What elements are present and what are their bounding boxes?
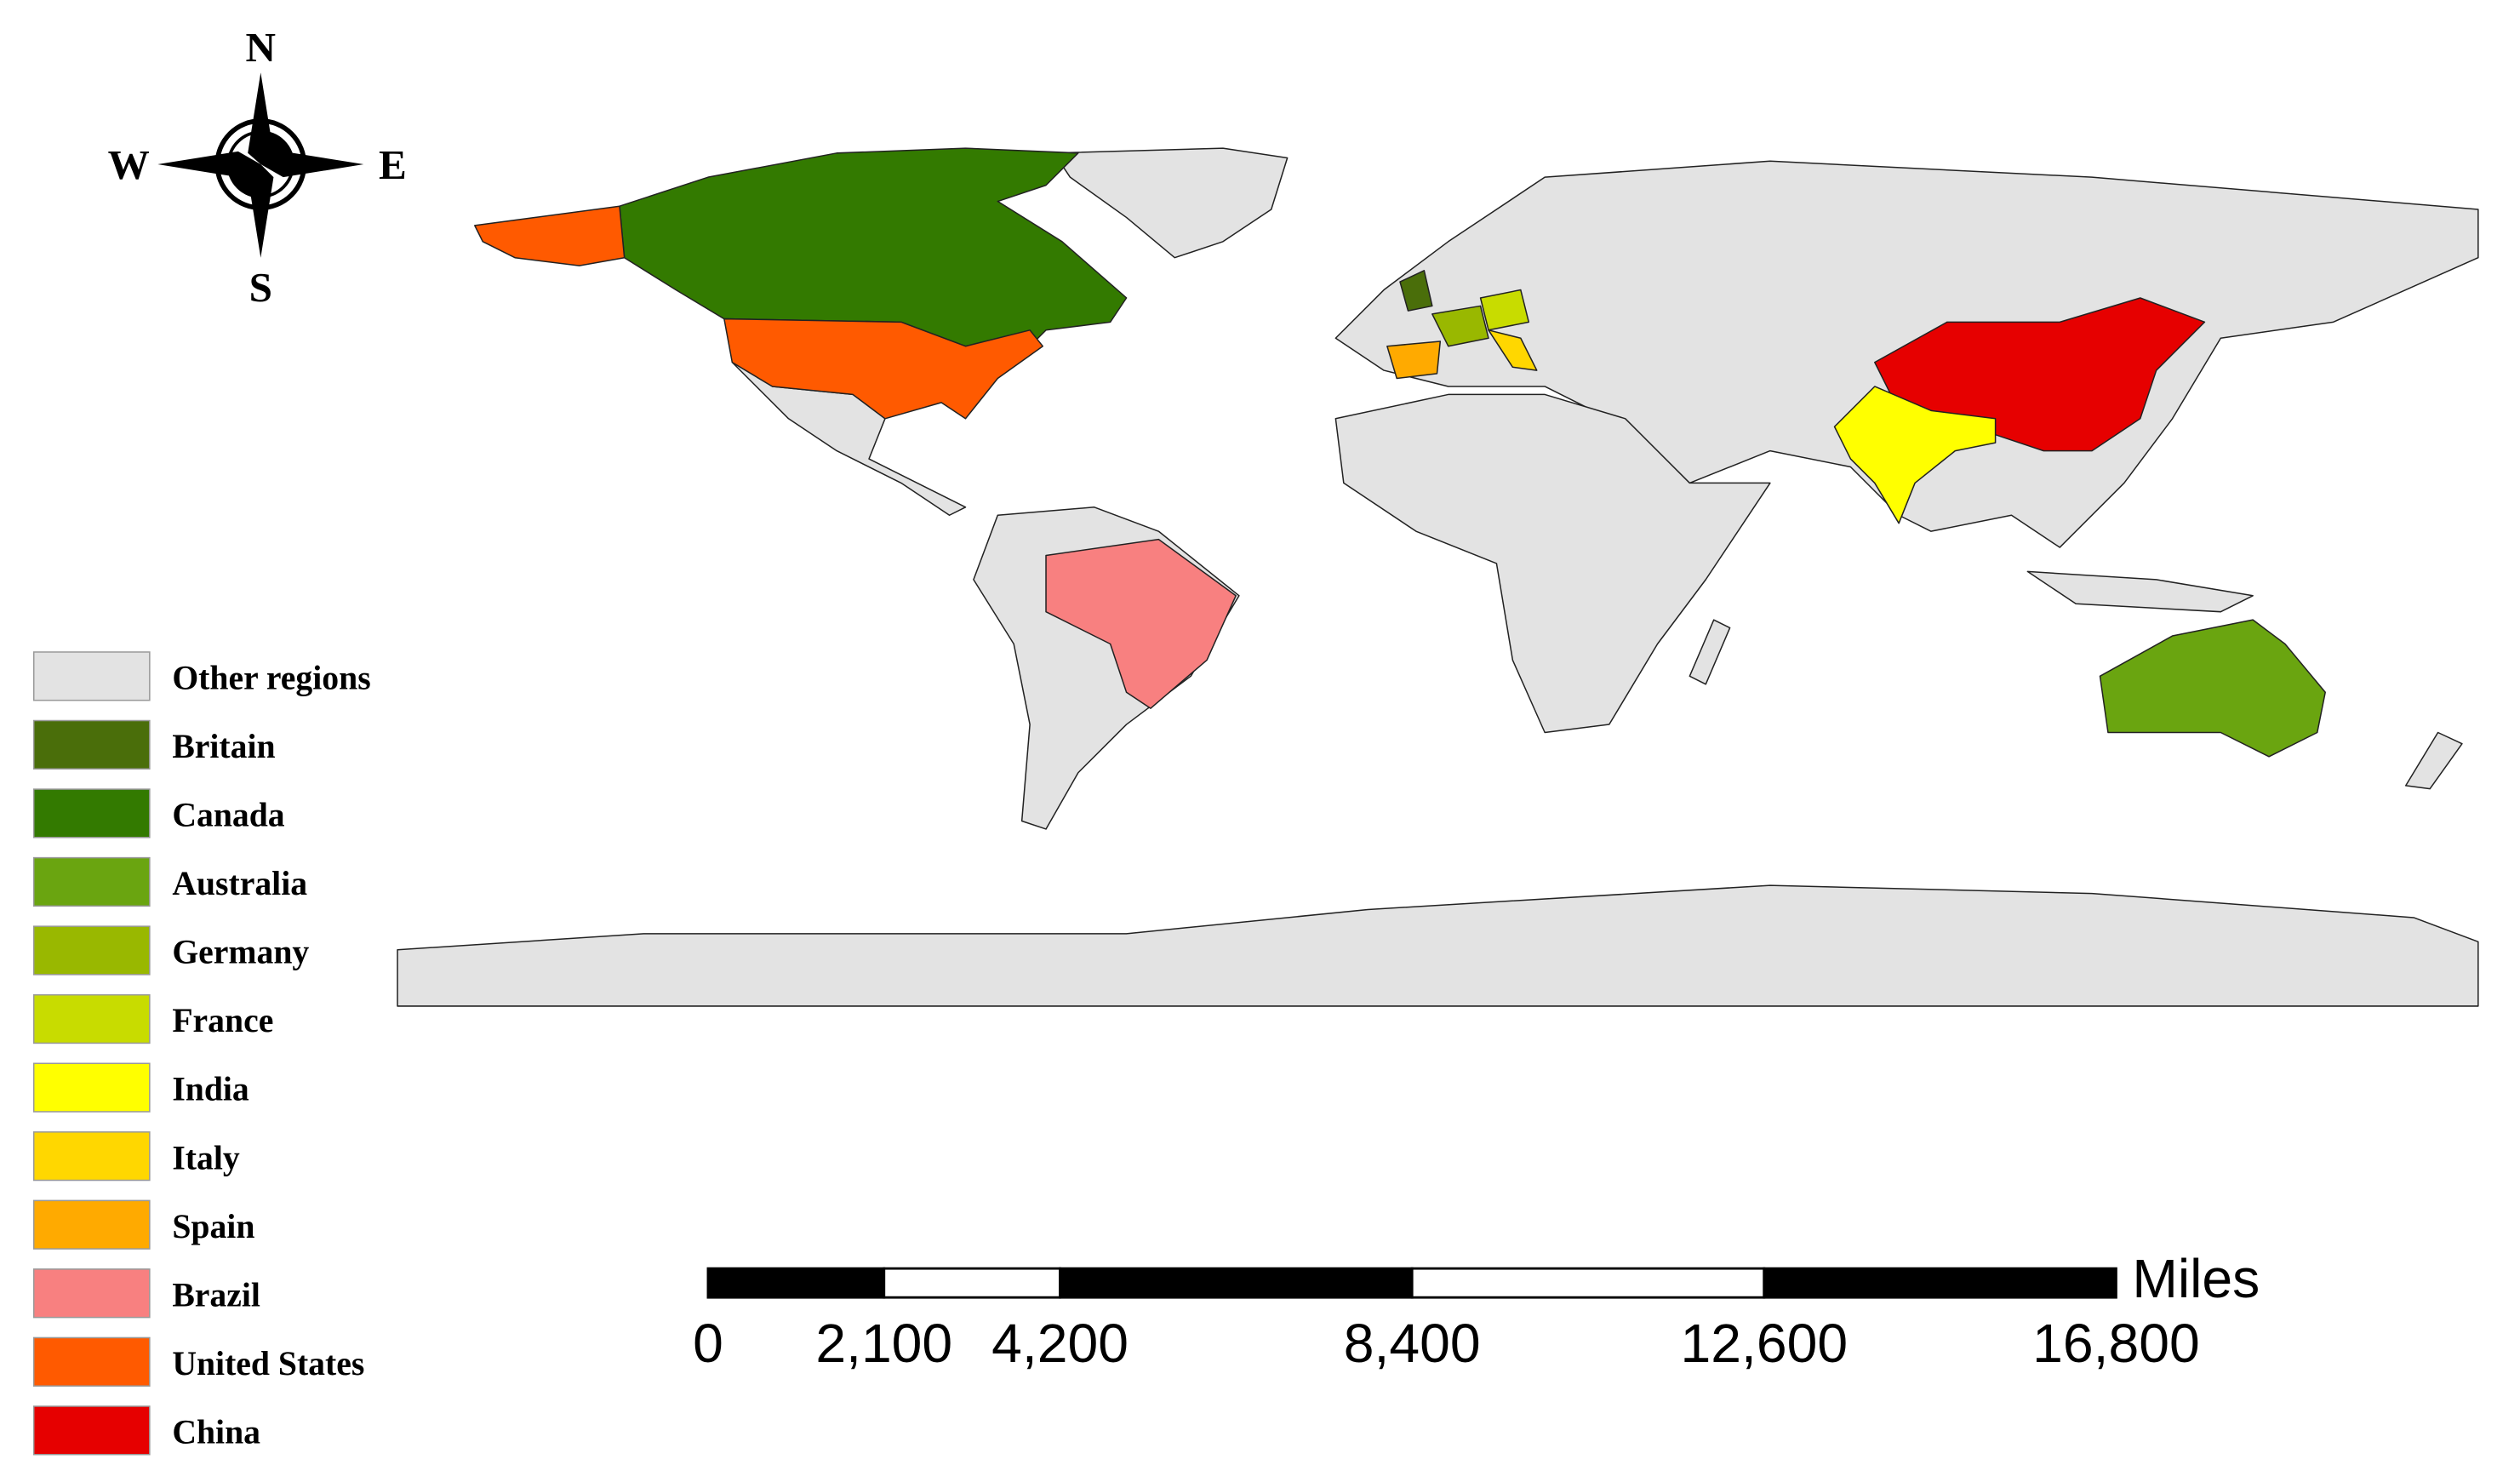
brazil <box>1045 538 1237 709</box>
canada <box>619 147 1128 347</box>
legend-swatch <box>32 1062 151 1113</box>
scale-tick-label: 0 <box>693 1313 723 1374</box>
legend-label: Britain <box>172 728 275 765</box>
new-zealand <box>2404 731 2463 790</box>
scale-segment <box>1763 1267 2117 1299</box>
legend-label: Germany <box>172 934 309 971</box>
scale-tick-label: 8,400 <box>1344 1313 1481 1374</box>
greenland <box>1053 147 1289 259</box>
legend-swatch <box>32 1405 151 1456</box>
madagascar <box>1689 619 1731 685</box>
legend-swatch <box>32 856 151 907</box>
scale-segment <box>1059 1267 1414 1299</box>
scale-bar: Miles 0 2,100 4,200 8,400 12,600 16,800 <box>693 1248 2260 1374</box>
scale-tick-label: 4,200 <box>991 1313 1129 1374</box>
legend-label: Canada <box>172 797 284 834</box>
world-map <box>397 147 2479 1007</box>
scale-segment <box>1410 1267 1766 1299</box>
legend-swatch <box>32 788 151 838</box>
legend-label: India <box>172 1071 249 1108</box>
germany <box>1431 305 1489 347</box>
scale-unit: Miles <box>2132 1248 2260 1309</box>
legend: Other regions Britain Canada Australia Germa… <box>32 651 371 1456</box>
legend-swatch <box>32 993 151 1044</box>
britain <box>1399 270 1433 312</box>
legend-label: Spain <box>172 1208 254 1245</box>
scale-tick-label: 2,100 <box>815 1313 952 1374</box>
legend-swatch <box>32 1336 151 1387</box>
legend-swatch <box>32 719 151 770</box>
compass: N S W E <box>108 24 407 311</box>
compass-west: W <box>108 141 150 188</box>
legend-label: Italy <box>172 1139 240 1176</box>
compass-ring <box>214 118 307 210</box>
legend-swatch <box>32 1199 151 1250</box>
indonesia <box>2026 570 2254 613</box>
compass-east: E <box>379 141 407 188</box>
legend-label: Brazil <box>172 1276 260 1313</box>
legend-swatch <box>32 1131 151 1182</box>
compass-ring <box>226 130 295 198</box>
india <box>1833 386 1997 524</box>
scale-segment <box>883 1267 1061 1299</box>
legend-swatch <box>32 1268 151 1319</box>
spain <box>1386 340 1442 380</box>
legend-label: Australia <box>172 865 307 902</box>
alaska <box>474 205 626 266</box>
scale-tick-label: 16,800 <box>2032 1313 2200 1374</box>
scale-tick-label: 12,600 <box>1681 1313 1849 1374</box>
compass-south: S <box>249 264 272 311</box>
italy <box>1488 329 1538 371</box>
legend-label: United States <box>172 1345 364 1382</box>
legend-swatch <box>32 925 151 976</box>
united-states <box>723 318 1043 420</box>
antarctica <box>397 884 2479 1007</box>
legend-label: France <box>172 1002 273 1039</box>
legend-swatch <box>32 651 151 701</box>
compass-north: N <box>246 24 277 71</box>
legend-label: China <box>172 1413 260 1451</box>
australia <box>2099 619 2326 758</box>
france <box>1479 289 1530 331</box>
africa <box>1334 393 1771 734</box>
scale-segment <box>706 1267 886 1299</box>
legend-label: Other regions <box>172 659 370 696</box>
